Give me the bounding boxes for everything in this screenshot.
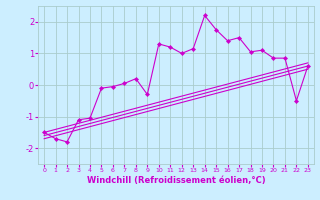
X-axis label: Windchill (Refroidissement éolien,°C): Windchill (Refroidissement éolien,°C): [87, 176, 265, 185]
